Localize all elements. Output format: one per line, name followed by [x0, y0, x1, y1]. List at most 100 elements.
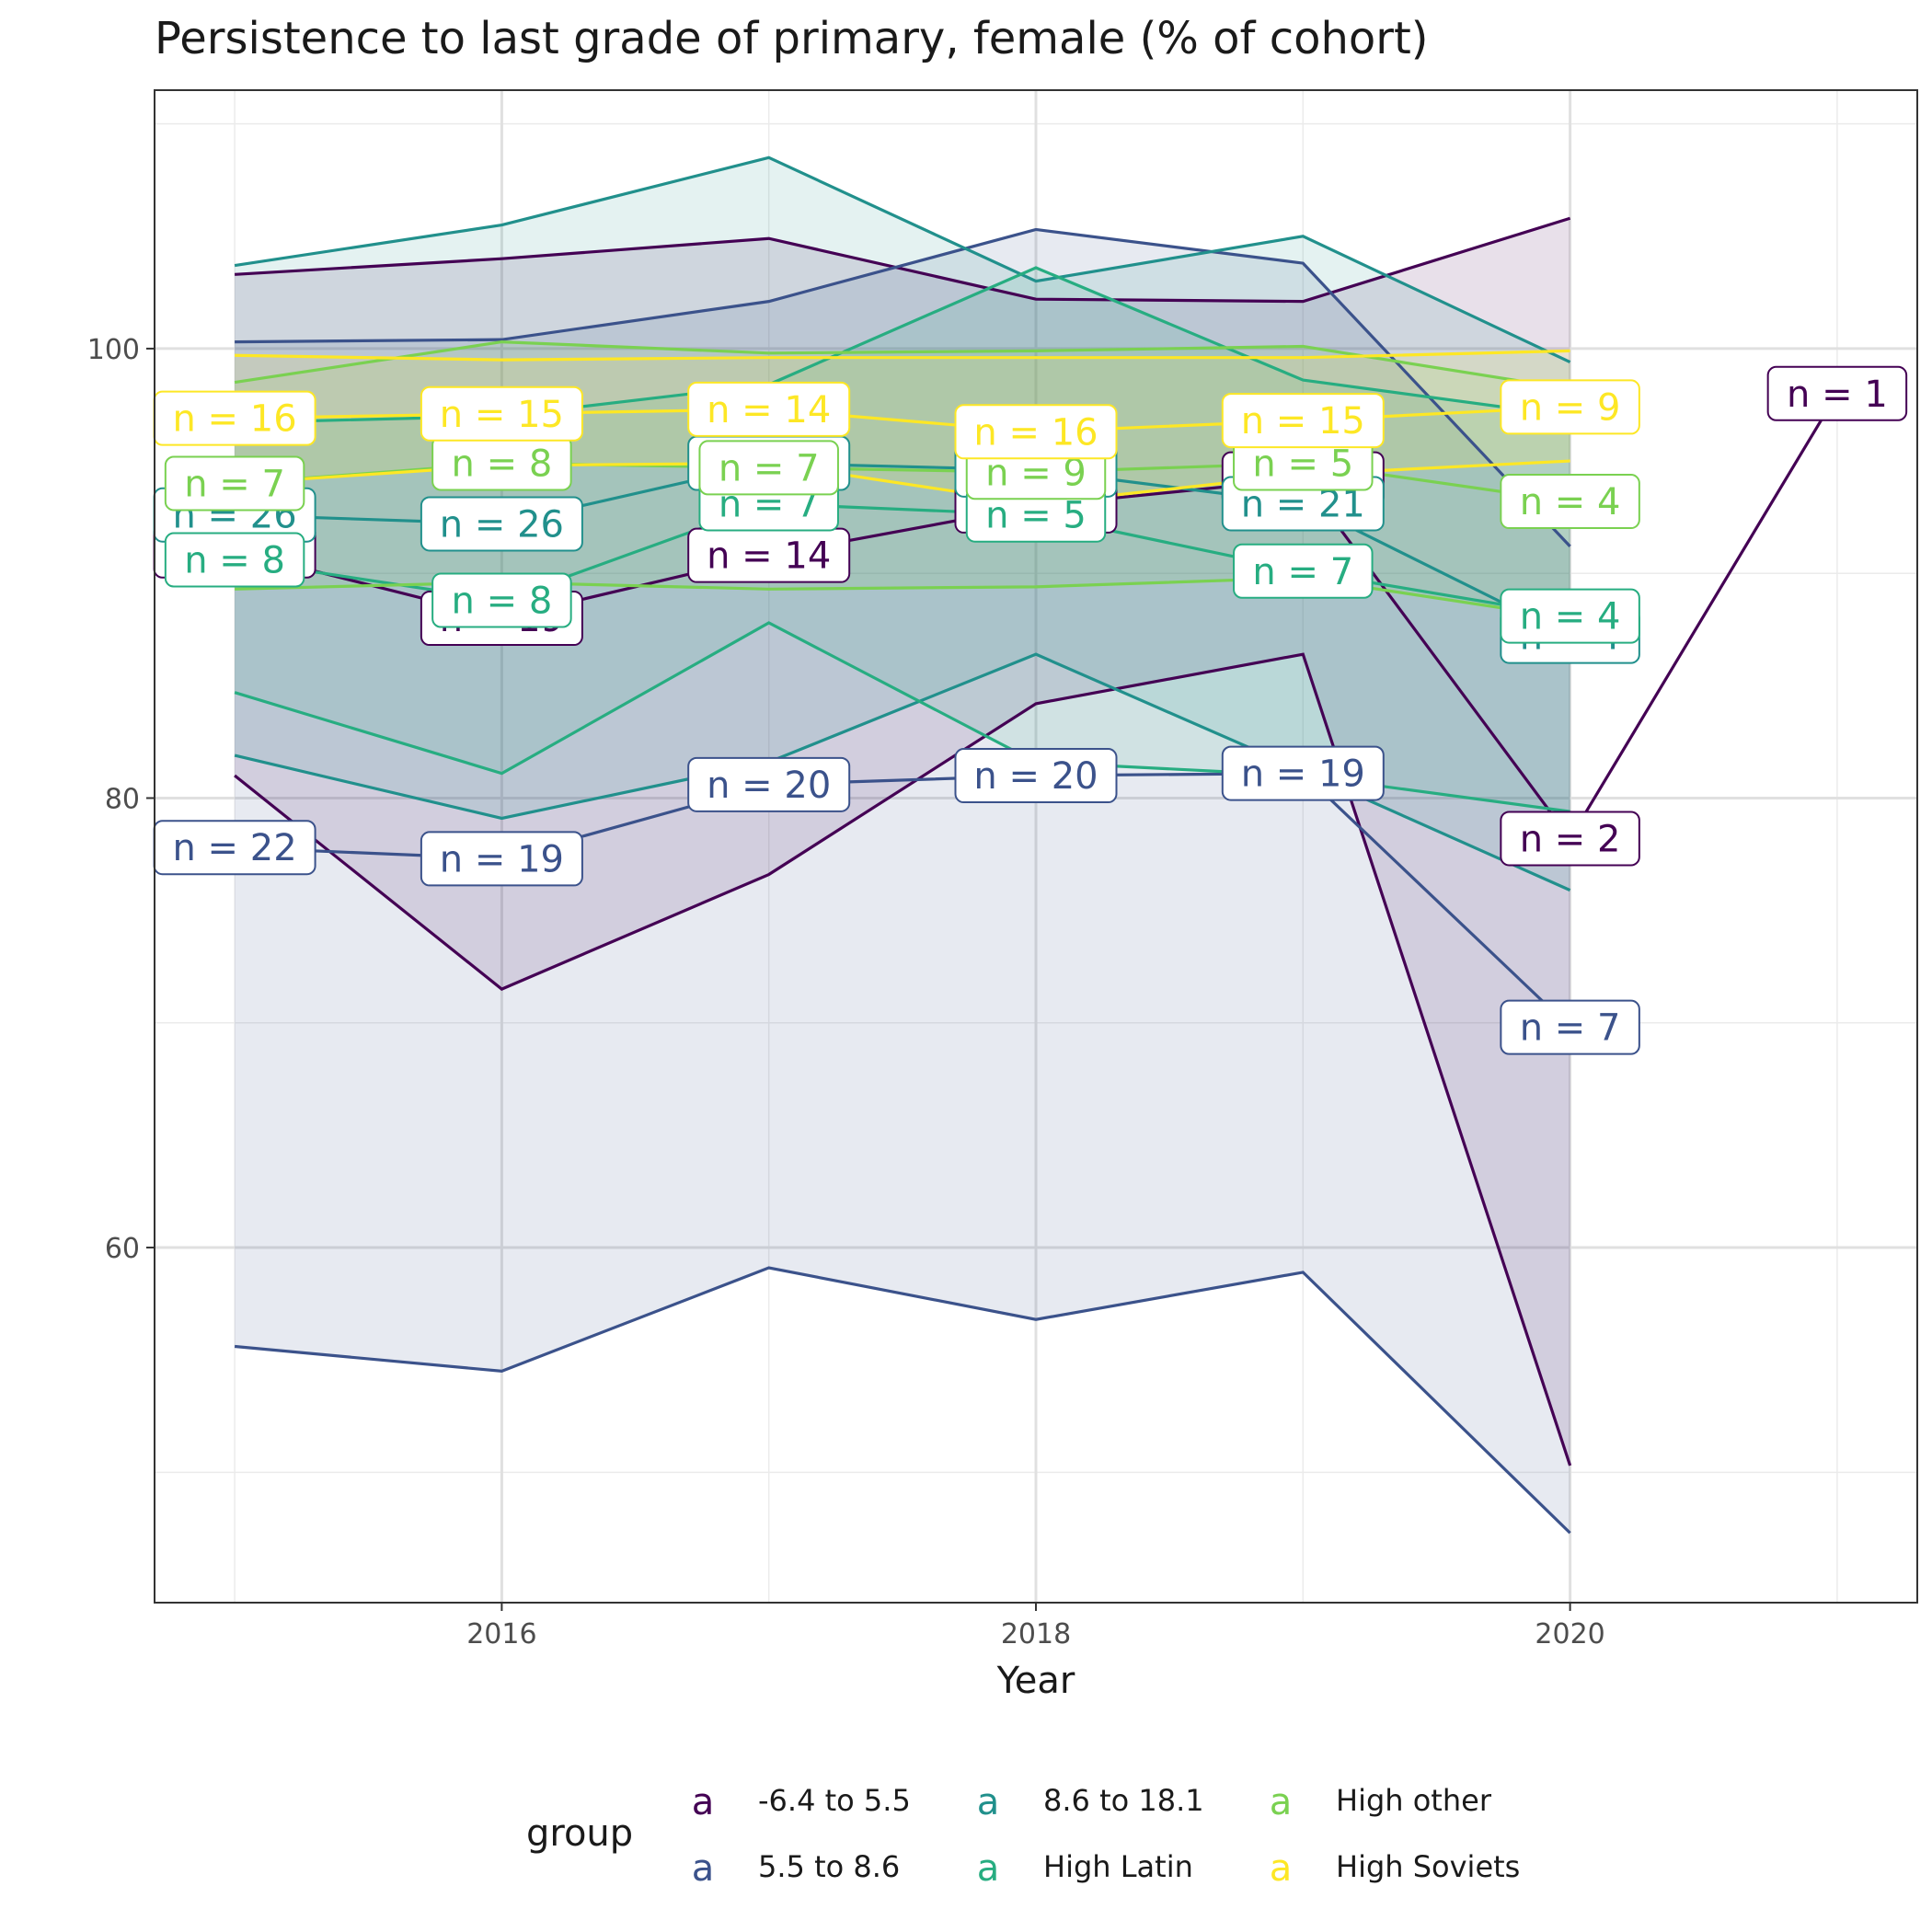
- count-label: n = 7: [1233, 543, 1374, 599]
- chart-title: Persistence to last grade of primary, fe…: [155, 13, 1429, 64]
- count-label-text: n = 14: [707, 535, 831, 578]
- count-label-box: [1500, 379, 1640, 435]
- count-label: n = 7: [698, 440, 839, 496]
- count-label-text: n = 15: [440, 394, 564, 436]
- x-tick-label: 2016: [466, 1618, 536, 1650]
- count-label-text: n = 5: [1252, 443, 1353, 486]
- series-upper-line-2: [234, 155, 1571, 364]
- count-label: n = 22: [153, 820, 316, 876]
- legend-item: a 8.6 to 18.1: [977, 1781, 1204, 1823]
- legend-item: a High other: [1270, 1781, 1492, 1823]
- count-label-text: n = 20: [973, 755, 1098, 798]
- count-label: n = 20: [954, 748, 1118, 804]
- count-label-text: n = 9: [1520, 386, 1621, 429]
- count-label: n = 14: [687, 381, 851, 437]
- count-label-text: n = 8: [184, 540, 285, 582]
- count-label-box: [164, 532, 305, 588]
- count-label: n = 5: [1233, 435, 1374, 491]
- count-label: n = 7: [1500, 999, 1640, 1055]
- count-label-text: n = 1: [1787, 374, 1888, 416]
- count-labels: n = 22n = 19n = 14n = 14n = 21n = 2n = 1…: [153, 365, 1908, 1055]
- count-label: n = 15: [1221, 393, 1385, 449]
- y-tick-label: 60: [105, 1233, 140, 1265]
- count-label-box: [1233, 543, 1374, 599]
- count-label: n = 2: [1500, 811, 1640, 867]
- count-label-box: [1766, 365, 1908, 421]
- count-label-box: [954, 748, 1118, 804]
- legend: group a -6.4 to 5.5 a 5.5 to 8.6 a 8.6 to 18.1…: [526, 1781, 1520, 1890]
- count-label: n = 4: [1500, 474, 1640, 530]
- count-label-box: [431, 572, 572, 628]
- count-label: n = 7: [164, 455, 305, 512]
- count-label-text: n = 7: [1252, 551, 1353, 593]
- count-label: n = 14: [687, 527, 851, 583]
- count-label: n = 20: [687, 756, 851, 812]
- legend-key-glyph: a: [1270, 1847, 1293, 1890]
- count-label-text: n = 15: [1241, 400, 1365, 443]
- count-label: n = 19: [420, 831, 583, 887]
- count-label-text: n = 22: [172, 827, 296, 869]
- legend-key-glyph: a: [692, 1781, 715, 1823]
- count-label-box: [1500, 588, 1640, 644]
- series-upper-line-0: [234, 216, 1571, 304]
- y-tick-label: 100: [87, 334, 140, 366]
- count-label-box: [420, 831, 583, 887]
- count-label-text: n = 2: [1520, 818, 1621, 860]
- count-label: n = 15: [420, 385, 583, 442]
- count-label-box: [687, 381, 851, 437]
- series-upper-line-5: [235, 349, 1570, 362]
- y-tick-label: 80: [105, 783, 140, 815]
- count-label-box: [420, 496, 583, 552]
- count-label-text: n = 26: [440, 503, 564, 546]
- x-axis-title: Year: [996, 1660, 1075, 1702]
- legend-label: High other: [1336, 1783, 1492, 1818]
- series-upper-line-1: [235, 227, 1571, 547]
- count-label-text: n = 7: [1520, 1007, 1621, 1050]
- count-label-text: n = 4: [1520, 481, 1621, 523]
- count-label-text: n = 7: [184, 463, 285, 505]
- legend-label: High Latin: [1043, 1849, 1193, 1884]
- count-label: n = 8: [164, 532, 305, 588]
- legend-key-glyph: a: [977, 1781, 1000, 1823]
- count-label-box: [164, 455, 305, 512]
- count-label-text: n = 14: [707, 389, 831, 431]
- count-label-box: [1221, 745, 1385, 801]
- legend-title: group: [526, 1812, 633, 1855]
- count-label-text: n = 7: [719, 447, 820, 489]
- count-label: n = 4: [1500, 588, 1640, 644]
- series-lower-line-1: [234, 1266, 1571, 1535]
- legend-item: a 5.5 to 8.6: [692, 1847, 901, 1890]
- count-label: n = 16: [954, 404, 1118, 460]
- axes: 2016 2018 2020 60 80 100 Year: [87, 334, 1605, 1702]
- count-label-box: [1500, 474, 1640, 530]
- legend-label: -6.4 to 5.5: [758, 1783, 911, 1818]
- count-label: n = 8: [431, 435, 572, 491]
- count-label-box: [954, 404, 1118, 460]
- count-label-box: [420, 385, 583, 442]
- legend-key-glyph: a: [977, 1847, 1000, 1890]
- count-label-box: [1500, 811, 1640, 867]
- series-upper-line-4: [234, 339, 1570, 391]
- x-tick-label: 2020: [1535, 1618, 1604, 1650]
- count-label-text: n = 16: [973, 411, 1098, 454]
- x-tick-label: 2018: [1001, 1618, 1071, 1650]
- count-label-box: [1221, 393, 1385, 449]
- legend-key-glyph: a: [1270, 1781, 1293, 1823]
- count-label: n = 9: [1500, 379, 1640, 435]
- legend-item: a -6.4 to 5.5: [692, 1781, 911, 1823]
- legend-label: 8.6 to 18.1: [1043, 1783, 1204, 1818]
- count-label-text: n = 8: [452, 581, 553, 623]
- legend-key-glyph: a: [692, 1847, 715, 1890]
- legend-item: a High Soviets: [1270, 1847, 1521, 1890]
- count-label-box: [687, 756, 851, 812]
- count-label-text: n = 5: [985, 495, 1087, 537]
- legend-label: 5.5 to 8.6: [758, 1849, 900, 1884]
- count-label-text: n = 4: [1520, 596, 1621, 638]
- count-label: n = 8: [431, 572, 572, 628]
- count-label: n = 19: [1221, 745, 1385, 801]
- count-label-text: n = 19: [1241, 753, 1365, 796]
- count-label-box: [1500, 999, 1640, 1055]
- count-label-text: n = 19: [440, 838, 564, 880]
- legend-label: High Soviets: [1336, 1849, 1520, 1884]
